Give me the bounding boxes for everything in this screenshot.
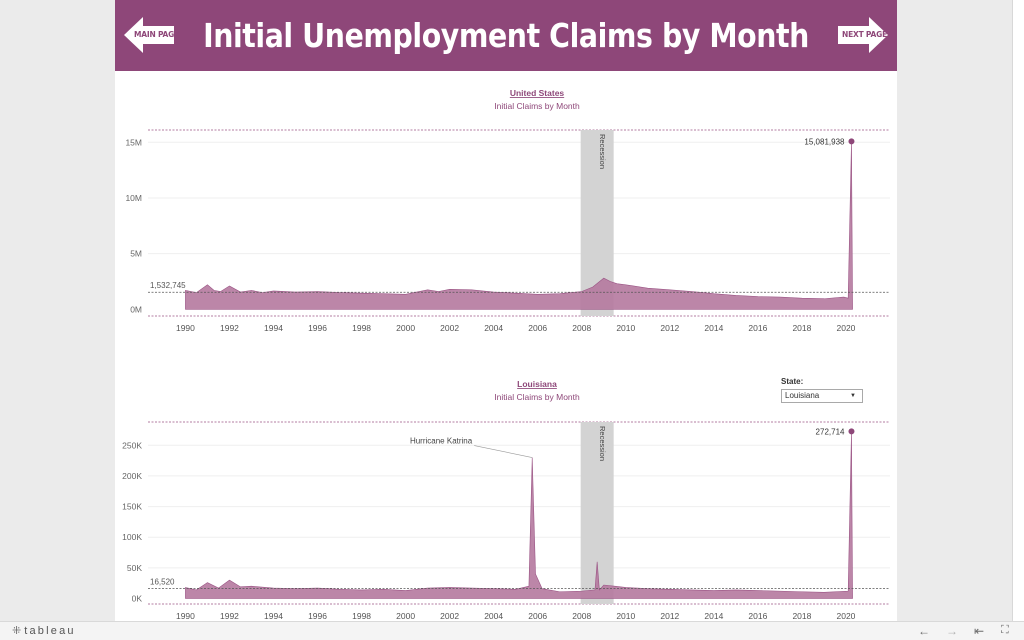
y-tick-label: 0K bbox=[132, 593, 143, 603]
peak-label: 272,714 bbox=[816, 427, 845, 436]
x-tick-label: 1994 bbox=[264, 323, 283, 333]
x-tick-label: 2010 bbox=[616, 611, 635, 621]
chart-subtitle: Initial Claims by Month bbox=[494, 392, 580, 402]
x-tick-label: 2014 bbox=[704, 323, 723, 333]
x-tick-label: 2002 bbox=[440, 611, 459, 621]
right-scroll-strip bbox=[1012, 0, 1024, 621]
x-tick-label: 2004 bbox=[484, 611, 503, 621]
x-tick-label: 2012 bbox=[660, 323, 679, 333]
tableau-logo-text: tableau bbox=[24, 625, 76, 637]
peak-point bbox=[848, 138, 855, 145]
y-tick-label: 100K bbox=[122, 532, 142, 542]
y-tick-label: 15M bbox=[125, 137, 142, 147]
recession-label: Recession bbox=[598, 134, 607, 169]
tableau-logo: ⁜ tableau bbox=[12, 624, 76, 637]
peak-point bbox=[848, 428, 855, 435]
x-tick-label: 2006 bbox=[528, 323, 547, 333]
annotation-leader bbox=[474, 445, 533, 458]
header-banner: Initial Unemployment Claims by Month MAI… bbox=[115, 0, 897, 71]
x-tick-label: 2008 bbox=[572, 611, 591, 621]
fullscreen-icon[interactable]: ⛶ bbox=[1001, 624, 1009, 636]
x-tick-label: 2008 bbox=[572, 323, 591, 333]
revert-icon[interactable]: ⇤ bbox=[974, 624, 985, 638]
main-page-label: MAIN PAGE bbox=[134, 30, 180, 39]
x-tick-label: 1990 bbox=[176, 323, 195, 333]
next-page-label: NEXT PAGE bbox=[842, 30, 888, 39]
recession-label: Recession bbox=[598, 426, 607, 461]
chart-subtitle: Initial Claims by Month bbox=[494, 101, 580, 111]
y-tick-label: 10M bbox=[125, 193, 142, 203]
reference-line-label: 1,532,745 bbox=[150, 281, 186, 290]
chart-title: Louisiana bbox=[517, 379, 557, 389]
state-dropdown[interactable]: Louisiana ▼ bbox=[781, 389, 863, 403]
x-tick-label: 2020 bbox=[837, 323, 856, 333]
series-area bbox=[185, 431, 853, 599]
reference-line-label: 16,520 bbox=[150, 577, 175, 586]
dashboard: Initial Unemployment Claims by Month MAI… bbox=[115, 0, 897, 621]
x-tick-label: 2010 bbox=[616, 323, 635, 333]
charts-canvas: United States Initial Claims by Month 0M 5M… bbox=[122, 88, 890, 621]
undo-icon[interactable]: ← bbox=[918, 624, 930, 638]
state-dropdown-value: Louisiana bbox=[785, 391, 820, 400]
x-tick-label: 1992 bbox=[220, 611, 239, 621]
series-area bbox=[185, 141, 853, 310]
y-tick-label: 200K bbox=[122, 471, 142, 481]
main-page-button[interactable]: MAIN PAGE bbox=[124, 16, 179, 54]
x-tick-label: 2016 bbox=[748, 323, 767, 333]
x-tick-label: 2004 bbox=[484, 323, 503, 333]
x-tick-label: 2018 bbox=[792, 611, 811, 621]
x-tick-label: 1994 bbox=[264, 611, 283, 621]
x-tick-label: 2018 bbox=[792, 323, 811, 333]
tableau-toolbar: ⁜ tableau ← → ⇤ ⛶ bbox=[0, 621, 1024, 640]
peak-label: 15,081,938 bbox=[804, 137, 845, 146]
y-tick-label: 5M bbox=[130, 249, 142, 259]
tableau-plus-icon: ⁜ bbox=[12, 625, 22, 637]
x-tick-label: 2020 bbox=[837, 611, 856, 621]
state-filter: State: Louisiana ▼ bbox=[781, 377, 863, 403]
x-tick-label: 2000 bbox=[396, 323, 415, 333]
x-tick-label: 1996 bbox=[308, 323, 327, 333]
x-tick-label: 1996 bbox=[308, 611, 327, 621]
x-tick-label: 2012 bbox=[660, 611, 679, 621]
x-tick-label: 1998 bbox=[352, 323, 371, 333]
x-tick-label: 2014 bbox=[704, 611, 723, 621]
chart-title: United States bbox=[510, 88, 565, 98]
y-tick-label: 150K bbox=[122, 502, 142, 512]
next-page-button[interactable]: NEXT PAGE bbox=[838, 16, 888, 54]
annotation-label: Hurricane Katrina bbox=[410, 437, 473, 446]
redo-icon[interactable]: → bbox=[946, 624, 958, 638]
x-tick-label: 1992 bbox=[220, 323, 239, 333]
right-arrow-icon bbox=[838, 17, 888, 53]
y-tick-label: 0M bbox=[130, 304, 142, 314]
x-tick-label: 2016 bbox=[748, 611, 767, 621]
y-tick-label: 50K bbox=[127, 563, 142, 573]
x-tick-label: 1998 bbox=[352, 611, 371, 621]
page-title: Initial Unemployment Claims by Month bbox=[203, 16, 809, 55]
dropdown-caret-icon: ▼ bbox=[850, 393, 856, 399]
y-tick-label: 250K bbox=[122, 440, 142, 450]
x-tick-label: 2006 bbox=[528, 611, 547, 621]
x-tick-label: 2000 bbox=[396, 611, 415, 621]
state-filter-label: State: bbox=[781, 377, 804, 386]
x-tick-label: 2002 bbox=[440, 323, 459, 333]
left-arrow-icon bbox=[124, 17, 174, 53]
x-tick-label: 1990 bbox=[176, 611, 195, 621]
